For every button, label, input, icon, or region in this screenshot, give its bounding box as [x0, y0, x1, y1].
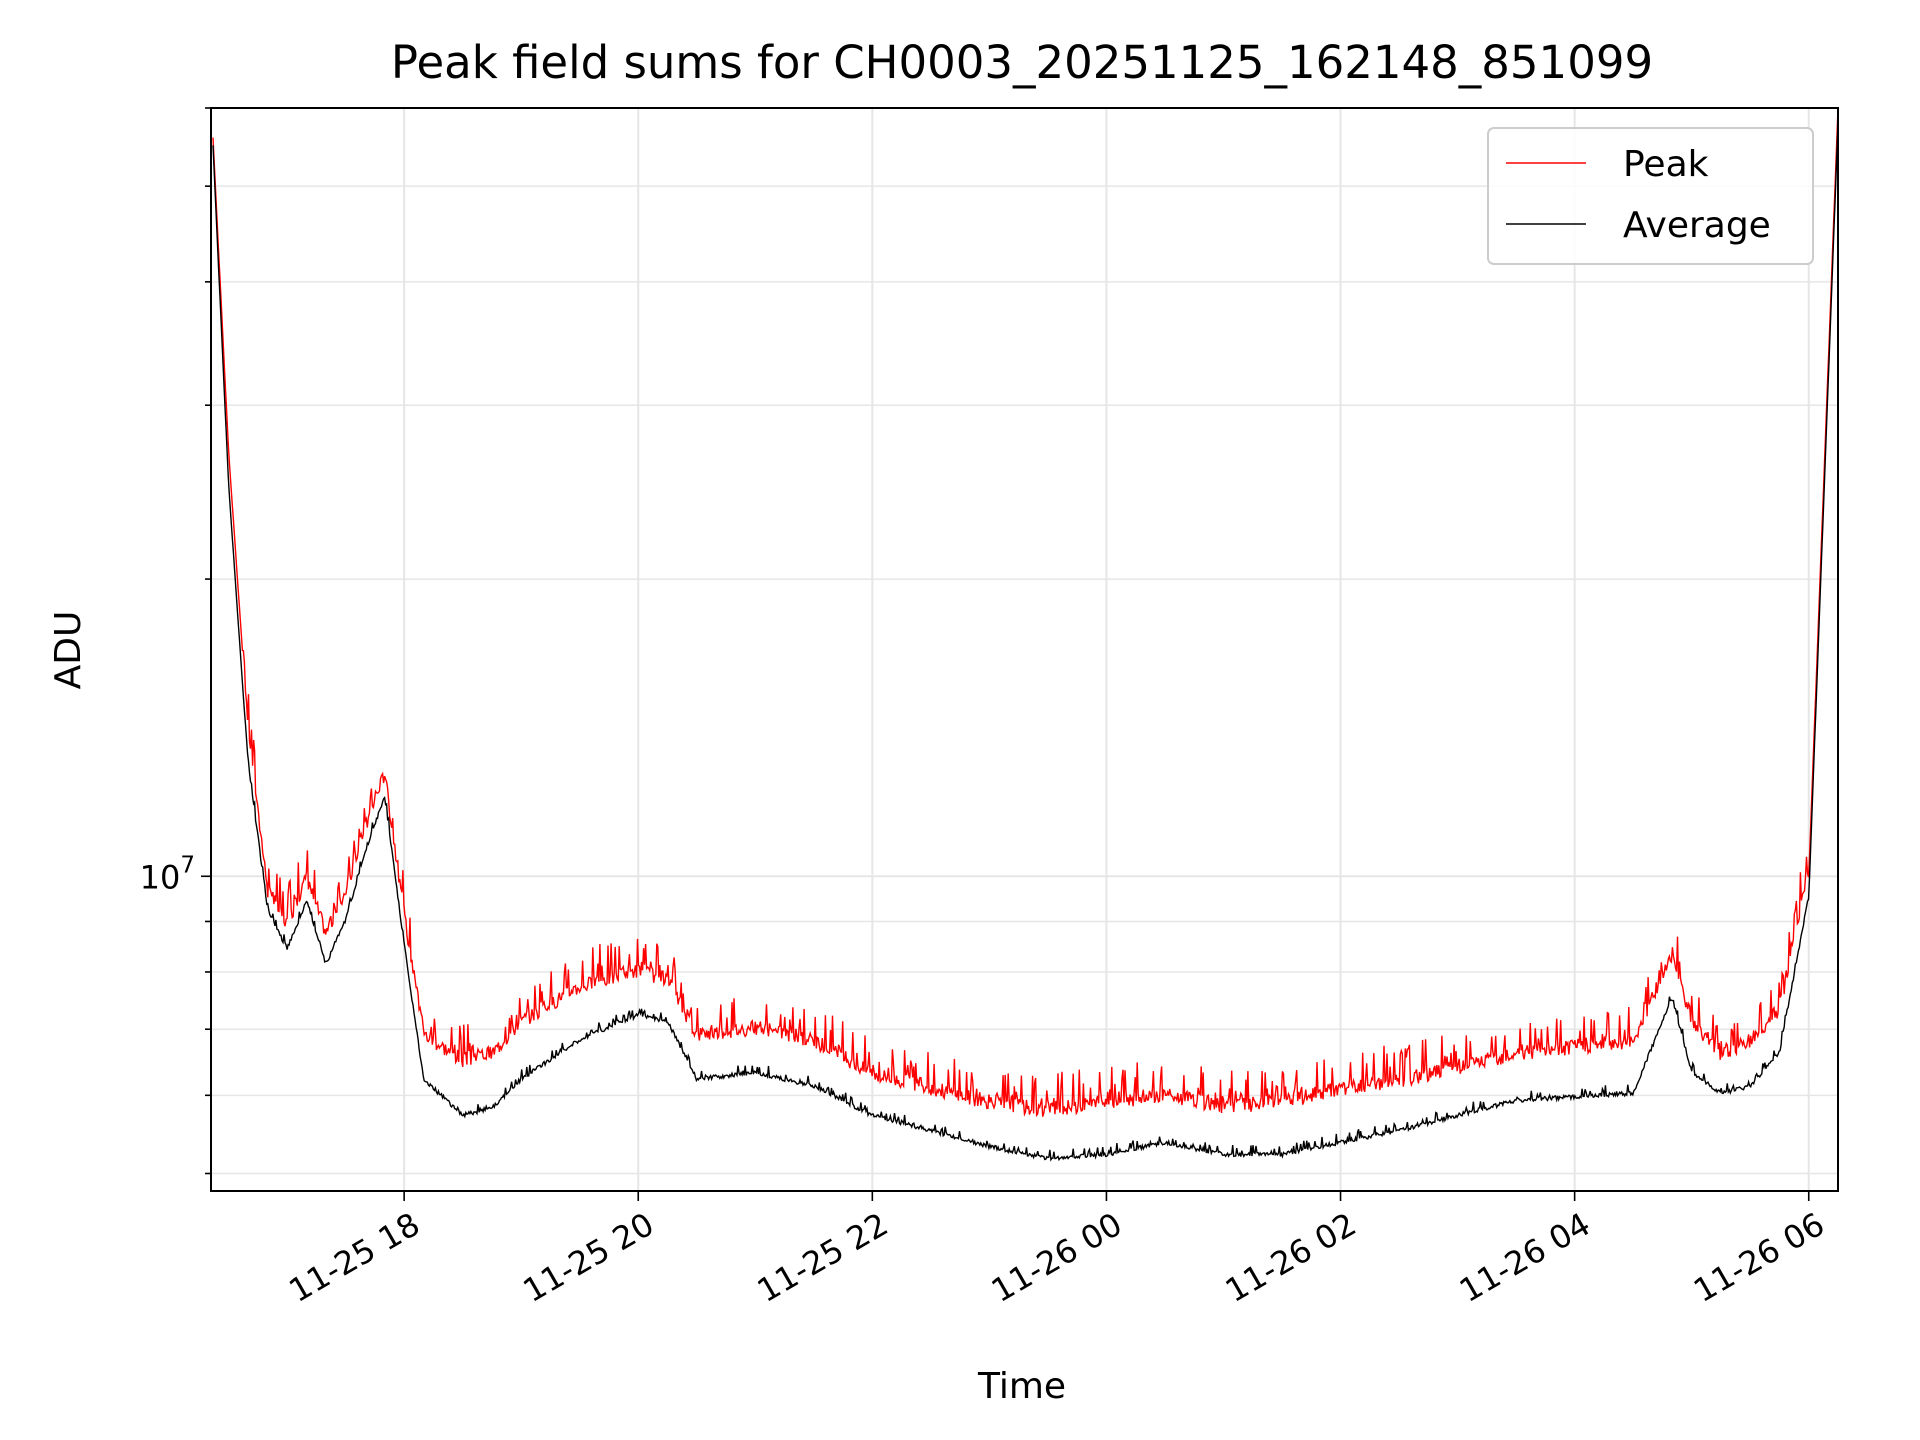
x-tick-label: 11-26 06	[1687, 1205, 1831, 1310]
legend: Peak Average	[1487, 127, 1814, 265]
x-axis: 11-25 18 11-25 20 11-25 22 11-26 00 11-26 02…	[283, 1191, 1831, 1310]
legend-box	[1487, 127, 1814, 265]
series-line-average	[212, 122, 1838, 1162]
y-tick-label: 107	[140, 852, 195, 896]
legend-label-peak: Peak	[1623, 144, 1709, 185]
y-axis: 107	[140, 107, 211, 1175]
x-tick-label: 11-26 04	[1453, 1205, 1597, 1310]
x-tick-label: 11-25 20	[517, 1205, 661, 1310]
x-tick-label: 11-26 02	[1219, 1205, 1363, 1310]
x-axis-label: Time	[977, 1366, 1066, 1407]
plot-area	[212, 108, 1838, 1162]
y-axis-label: ADU	[48, 611, 89, 690]
series-line-peak	[212, 108, 1838, 1118]
chart-title: Peak field sums for CH0003_20251125_1621…	[391, 36, 1653, 89]
x-tick-label: 11-25 22	[751, 1205, 895, 1310]
x-tick-label: 11-26 00	[985, 1205, 1129, 1310]
plot-frame	[210, 107, 1839, 1192]
x-tick-label: 11-25 18	[283, 1205, 427, 1310]
legend-label-average: Average	[1623, 205, 1771, 246]
